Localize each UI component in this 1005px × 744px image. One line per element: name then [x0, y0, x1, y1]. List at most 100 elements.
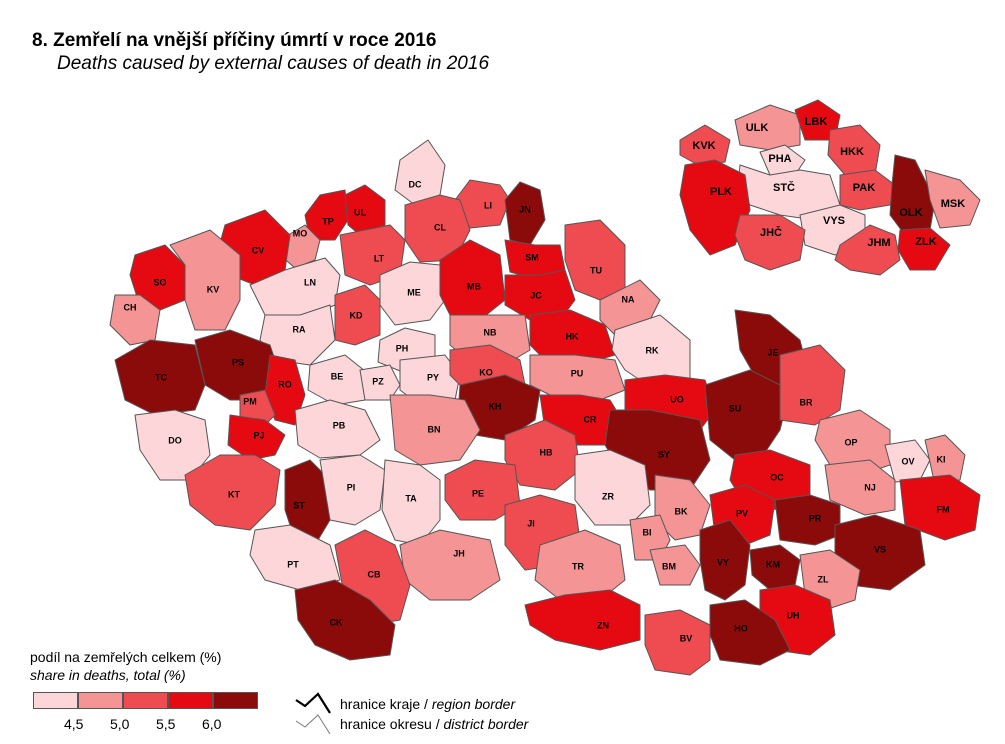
district-label-ra: RA	[293, 324, 306, 334]
district-bv	[644, 609, 711, 676]
district-tr	[534, 529, 626, 601]
district-pz	[359, 364, 401, 401]
district-label-na: NA	[622, 294, 635, 304]
district-jn	[504, 181, 546, 246]
region-label-pha: PHA	[768, 153, 791, 165]
district-su	[704, 369, 791, 461]
district-pj	[227, 414, 286, 461]
district-label-ln: LN	[304, 277, 316, 287]
region-zlk	[897, 227, 951, 271]
district-kt	[184, 454, 281, 531]
district-label-bi: BI	[643, 527, 652, 537]
district-label-lt: LT	[374, 253, 385, 263]
district-label-nj: NJ	[864, 482, 876, 492]
region-olk	[889, 154, 936, 236]
region-label-vys: VYS	[823, 215, 845, 227]
district-ck	[294, 579, 396, 661]
district-ul	[344, 184, 386, 236]
district-label-op: OP	[844, 437, 857, 447]
district-label-bn: BN	[428, 424, 441, 434]
district-label-hk: HK	[566, 331, 579, 341]
district-label-je: JE	[767, 347, 778, 357]
district-label-ta: TA	[405, 493, 417, 503]
district-label-kv: KV	[207, 284, 220, 294]
district-label-pm: PM	[243, 396, 257, 406]
region-label-lbk: LBK	[805, 116, 828, 128]
region-label-plk: PLK	[710, 186, 732, 198]
district-label-uh: UH	[787, 610, 800, 620]
district-tu	[564, 219, 626, 301]
region-msk	[924, 169, 981, 229]
district-lt	[339, 224, 406, 286]
district-kd	[334, 284, 381, 346]
district-label-zn: ZN	[597, 620, 609, 630]
region-pha	[759, 144, 806, 176]
district-br	[779, 344, 846, 426]
legend-tick-4: 6,0	[202, 716, 222, 732]
district-label-st: ST	[293, 500, 305, 510]
region-label-ulk: ULK	[746, 122, 769, 134]
district-label-ph: PH	[396, 343, 409, 353]
district-label-kd: KD	[350, 310, 363, 320]
region-border-legend: hranice kraje / region border	[340, 696, 516, 712]
legend-swatch-5	[213, 692, 258, 709]
district-label-km: KM	[766, 559, 780, 569]
district-label-pr: PR	[809, 513, 822, 523]
district-label-kh: KH	[489, 401, 502, 411]
region-plk	[679, 159, 751, 256]
district-label-mo: MO	[293, 228, 308, 238]
region-lbk	[794, 99, 841, 141]
legend-swatch-2	[78, 692, 123, 709]
region-label-hkk: HKK	[840, 146, 864, 158]
district-label-ho: HO	[734, 623, 748, 633]
region-label-jhč: JHČ	[760, 226, 782, 239]
district-me	[379, 261, 446, 326]
district-label-ki: KI	[937, 454, 946, 464]
district-label-sy: SY	[658, 449, 670, 459]
legend-tick-2: 5,0	[110, 716, 130, 732]
district-bn	[389, 394, 481, 466]
district-label-zl: ZL	[818, 574, 829, 584]
district-label-jc: JC	[530, 290, 542, 300]
district-label-bk: BK	[675, 506, 688, 516]
region-label-msk: MSK	[941, 198, 966, 210]
district-label-su: SU	[729, 403, 742, 413]
region-ulk	[734, 104, 801, 151]
district-pt	[249, 524, 341, 591]
district-label-nb: NB	[484, 327, 497, 337]
district-label-pi: PI	[347, 482, 356, 492]
district-tc	[114, 339, 206, 416]
district-label-br: BR	[800, 397, 813, 407]
district-pi	[319, 454, 386, 526]
district-border-legend: hranice okresu / district border	[340, 716, 529, 732]
district-pr	[774, 494, 841, 546]
district-label-so: SO	[153, 277, 166, 287]
district-label-tp: TP	[322, 216, 334, 226]
district-label-ch: CH	[124, 302, 137, 312]
district-label-sm: SM	[525, 252, 539, 262]
legend-color-scale	[33, 692, 258, 709]
legend-tick-1: 4,5	[64, 716, 84, 732]
district-so	[129, 244, 186, 311]
district-st	[284, 459, 331, 546]
district-label-ko: KO	[479, 367, 493, 377]
region-label-kvk: KVK	[692, 140, 715, 152]
legend-title: podíl na zemřelých celkem (%)	[30, 649, 222, 665]
legend-swatch-4	[168, 692, 213, 709]
district-label-tc: TC	[155, 372, 167, 382]
district-label-cv: CV	[252, 245, 265, 255]
district-label-pu: PU	[571, 368, 584, 378]
district-label-jh: JH	[453, 548, 465, 558]
district-label-ro: RO	[278, 379, 292, 389]
district-ta	[381, 459, 441, 546]
map-subtitle: Deaths caused by external causes of deat…	[57, 53, 490, 74]
district-label-cl: CL	[434, 222, 446, 232]
district-label-cb: CB	[368, 569, 381, 579]
district-pm	[239, 389, 276, 426]
region-jhč	[734, 214, 806, 271]
district-label-pz: PZ	[372, 376, 384, 386]
district-label-kt: KT	[228, 489, 240, 499]
region-jhm	[834, 224, 901, 276]
district-ho	[709, 599, 791, 666]
